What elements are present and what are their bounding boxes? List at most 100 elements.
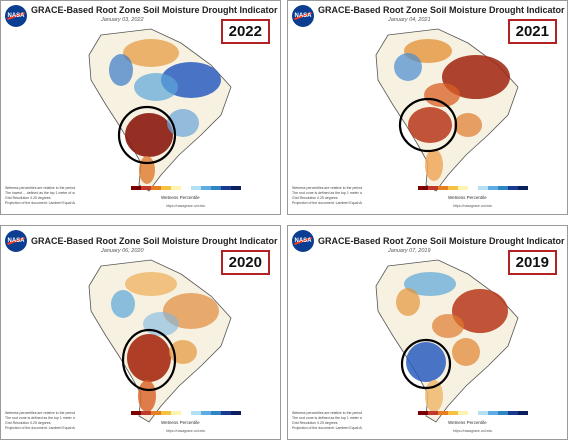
map-panel-2022: NASA GRACE-Based Root Zone Soil Moisture…: [0, 0, 281, 215]
colorbar-swatch: [211, 411, 221, 415]
map-notes: Wetness percentiles are relative to the …: [5, 186, 75, 206]
south-america-map: [88, 28, 232, 192]
map-panel-2019: NASA GRACE-Based Root Zone Soil Moisture…: [287, 225, 568, 440]
colorbar-swatch: [181, 411, 191, 415]
colorbar-swatch: [508, 186, 518, 190]
note-line: Wetness percentiles are relative to the …: [292, 411, 362, 415]
map-notes: Wetness percentiles are relative to the …: [292, 411, 362, 431]
colorbar-swatch: [478, 411, 488, 415]
colorbar-swatch: [131, 411, 141, 415]
map-notes: Wetness percentiles are relative to the …: [5, 411, 75, 431]
legend-title: Wetness Percentile: [161, 195, 200, 200]
colorbar-swatch: [161, 411, 171, 415]
colorbar-swatch: [498, 186, 508, 190]
colorbar-swatch: [458, 411, 468, 415]
colorbar-swatch: [171, 186, 181, 190]
note-line: Projection of the document: Lambert Equa…: [292, 426, 362, 430]
colorbar-swatch: [418, 186, 428, 190]
colorbar-swatch: [191, 411, 201, 415]
colorbar-swatch: [518, 186, 528, 190]
panel-title: GRACE-Based Root Zone Soil Moisture Drou…: [318, 236, 565, 246]
source-url: https://nasagrace.unl.edu: [166, 204, 206, 208]
panel-date: January 06, 2020: [101, 248, 144, 254]
note-line: Grid Resolution 0.25 degrees: [292, 196, 338, 200]
colorbar-swatch: [151, 411, 161, 415]
year-label: 2021: [507, 19, 557, 44]
note-line: Grid Resolution 0.25 degrees: [5, 196, 51, 200]
colorbar-legend: [418, 411, 528, 415]
colorbar-swatch: [488, 186, 498, 190]
colorbar-swatch: [201, 411, 211, 415]
colorbar-legend: [418, 186, 528, 190]
colorbar-swatch: [171, 411, 181, 415]
nasa-logo-icon: NASA: [292, 230, 314, 252]
south-america-map: [375, 28, 519, 192]
note-line: The root zone is defined as the top 1 me…: [292, 191, 362, 195]
colorbar-swatch: [221, 411, 231, 415]
colorbar-swatch: [448, 411, 458, 415]
map-panel-2020: NASA GRACE-Based Root Zone Soil Moisture…: [0, 225, 281, 440]
note-line: Wetness percentiles are relative to the …: [5, 411, 75, 415]
colorbar-swatch: [448, 186, 458, 190]
colorbar-swatch: [498, 411, 508, 415]
colorbar-swatch: [211, 186, 221, 190]
colorbar-swatch: [458, 186, 468, 190]
note-line: Wetness percentiles are relative to the …: [292, 186, 362, 190]
colorbar-swatch: [141, 411, 151, 415]
colorbar-swatch: [161, 186, 171, 190]
colorbar-swatch: [151, 186, 161, 190]
map-notes: Wetness percentiles are relative to the …: [292, 186, 362, 206]
colorbar-swatch: [508, 411, 518, 415]
source-url: https://nasagrace.unl.edu: [453, 204, 493, 208]
panel-title: GRACE-Based Root Zone Soil Moisture Drou…: [31, 236, 278, 246]
panel-date: January 07, 2019: [388, 248, 431, 254]
map-panel-2021: NASA GRACE-Based Root Zone Soil Moisture…: [287, 0, 568, 215]
panel-date: January 03, 2022: [101, 17, 144, 23]
colorbar-swatch: [131, 186, 141, 190]
colorbar-swatch: [181, 186, 191, 190]
nasa-logo-icon: NASA: [5, 230, 27, 252]
note-line: Projection of the document: Lambert Equa…: [5, 426, 75, 430]
colorbar-swatch: [141, 186, 151, 190]
nasa-logo-icon: NASA: [292, 5, 314, 27]
colorbar-swatch: [438, 186, 448, 190]
legend-title: Wetness Percentile: [161, 420, 200, 425]
note-line: The root zone is defined as the top 1 me…: [292, 416, 362, 420]
colorbar-swatch: [231, 186, 241, 190]
colorbar-swatch: [191, 186, 201, 190]
year-label: 2022: [220, 19, 270, 44]
panel-title: GRACE-Based Root Zone Soil Moisture Drou…: [31, 5, 278, 15]
colorbar-swatch: [518, 411, 528, 415]
note-line: Grid Resolution 0.25 degrees: [5, 421, 51, 425]
note-line: Projection of the document: Lambert Equa…: [292, 201, 362, 205]
legend-title: Wetness Percentile: [448, 420, 487, 425]
note-line: Projection of the document: Lambert Equa…: [5, 201, 75, 205]
colorbar-swatch: [488, 411, 498, 415]
year-label: 2019: [507, 250, 557, 275]
south-america-map: [375, 259, 519, 423]
panel-date: January 04, 2021: [388, 17, 431, 23]
colorbar-swatch: [231, 411, 241, 415]
source-url: https://nasagrace.unl.edu: [453, 429, 493, 433]
panel-title: GRACE-Based Root Zone Soil Moisture Drou…: [318, 5, 565, 15]
source-url: https://nasagrace.unl.edu: [166, 429, 206, 433]
colorbar-legend: [131, 411, 241, 415]
year-label: 2020: [220, 250, 270, 275]
note-line: Wetness percentiles are relative to the …: [5, 186, 75, 190]
colorbar-swatch: [478, 186, 488, 190]
colorbar-swatch: [428, 411, 438, 415]
colorbar-swatch: [428, 186, 438, 190]
legend-title: Wetness Percentile: [448, 195, 487, 200]
colorbar-swatch: [468, 411, 478, 415]
colorbar-legend: [131, 186, 241, 190]
colorbar-swatch: [201, 186, 211, 190]
colorbar-swatch: [468, 186, 478, 190]
colorbar-swatch: [438, 411, 448, 415]
colorbar-swatch: [221, 186, 231, 190]
nasa-logo-icon: NASA: [5, 5, 27, 27]
note-line: The lowest ... defined as the top 1 mete…: [5, 191, 75, 195]
south-america-map: [88, 259, 232, 423]
note-line: Grid Resolution 0.25 degrees: [292, 421, 338, 425]
colorbar-swatch: [418, 411, 428, 415]
note-line: The root zone is defined as the top 1 me…: [5, 416, 75, 420]
